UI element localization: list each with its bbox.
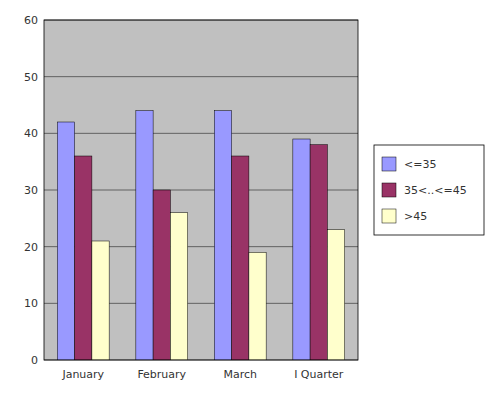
legend-swatch [382,209,396,223]
bar [232,156,249,360]
grid-line [44,133,358,134]
y-tick-label: 30 [24,184,38,197]
bar [293,139,310,360]
x-tick-label: February [137,368,186,381]
y-tick-label: 20 [24,241,38,254]
plot-frame [44,20,358,360]
legend-swatch [382,183,396,197]
bar [214,111,231,360]
legend: <=35 35<..<=45 >45 [374,145,484,235]
legend-label: <=35 [404,158,436,171]
legend-label: 35<..<=45 [404,184,467,197]
y-tick-label: 60 [24,14,38,27]
legend-swatch [382,157,396,171]
x-tick-label: January [61,368,104,381]
bar [57,122,74,360]
bar [153,190,170,360]
x-tick-label: March [223,368,257,381]
grid-line [44,76,358,77]
y-tick-label: 50 [24,71,38,84]
chart: 0 10 20 30 40 50 60 January February March I Quart… [0,0,492,400]
bar [310,145,327,360]
chart-container: 0 10 20 30 40 50 60 January February March I Quart… [0,0,492,400]
bar [92,241,109,360]
y-tick-label: 40 [24,127,38,140]
bar [327,230,344,360]
bar [249,252,266,360]
bar [170,213,187,360]
bar [136,111,153,360]
legend-label: >45 [404,210,427,223]
bar [75,156,92,360]
x-tick-label: I Quarter [294,368,344,381]
y-tick-label: 0 [31,354,38,367]
legend-box [374,145,484,235]
plot-background [44,20,358,360]
bars [57,111,344,360]
y-tick-label: 10 [24,297,38,310]
